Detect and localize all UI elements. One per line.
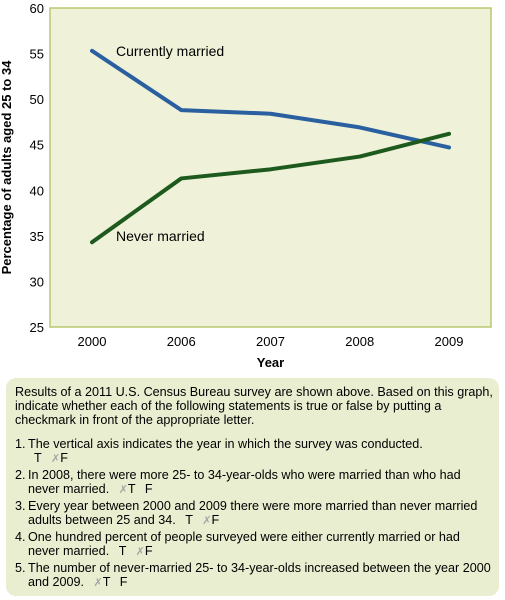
y-tick-label: 50 (30, 92, 44, 107)
quiz-item-number: 5. (15, 561, 26, 575)
x-tick-label: 2000 (78, 334, 107, 349)
quiz-item: 5. The number of never-married 25- to 34… (15, 561, 493, 590)
x-tick-label: 2007 (256, 334, 285, 349)
quiz-item-text: The number of never-married 25- to 34-ye… (28, 561, 491, 589)
quiz-item: 2. In 2008, there were more 25- to 34-ye… (15, 468, 493, 497)
check-mark-icon: ✗ (202, 515, 212, 527)
y-tick-label: 45 (30, 138, 44, 153)
series-label-never-married: Never married (116, 228, 205, 244)
false-option[interactable]: F (144, 482, 153, 496)
check-mark-icon: ✗ (135, 546, 145, 558)
x-tick-label: 2009 (435, 334, 464, 349)
true-option[interactable]: ✗T (118, 482, 136, 496)
quiz-item: 1. The vertical axis indicates the year … (15, 437, 493, 466)
quiz-item-number: 4. (15, 530, 26, 544)
x-tick-label: 2006 (167, 334, 196, 349)
false-option[interactable]: ✗F (202, 513, 220, 527)
true-option[interactable]: ✗T (93, 575, 111, 589)
false-option[interactable]: ✗F (50, 451, 68, 465)
y-tick-label: 35 (30, 229, 44, 244)
quiz-item-number: 1. (15, 437, 26, 451)
y-axis-title: Percentage of adults aged 25 to 34 (0, 60, 14, 275)
false-option[interactable]: ✗F (135, 544, 153, 558)
quiz-item-number: 2. (15, 468, 26, 482)
false-option[interactable]: F (119, 575, 128, 589)
true-option[interactable]: T (185, 513, 193, 527)
quiz-item-text: One hundred percent of people surveyed w… (28, 530, 460, 558)
x-tick-label: 2008 (345, 334, 374, 349)
quiz-item-text: In 2008, there were more 25- to 34-year-… (28, 468, 461, 496)
quiz-item: 3. Every year between 2000 and 2009 ther… (15, 499, 493, 528)
series-label-currently-married: Currently married (116, 43, 224, 59)
check-mark-icon: ✗ (93, 577, 103, 589)
quiz-list: 1. The vertical axis indicates the year … (15, 437, 493, 590)
y-tick-label: 60 (30, 1, 44, 16)
true-option[interactable]: T (34, 451, 42, 465)
check-mark-icon: ✗ (118, 484, 128, 496)
y-tick-label: 55 (30, 47, 44, 62)
chart-svg: 25 30 35 40 45 50 55 60 2000 2006 2007 2008 2009 Pe… (0, 1, 492, 370)
y-tick-label: 30 (30, 274, 44, 289)
check-mark-icon: ✗ (50, 453, 61, 465)
x-axis-title: Year (257, 355, 284, 370)
quiz-panel: Results of a 2011 U.S. Census Bureau sur… (6, 378, 499, 596)
quiz-intro: Results of a 2011 U.S. Census Bureau sur… (15, 385, 493, 427)
true-option[interactable]: T (118, 544, 127, 558)
quiz-item: 4. One hundred percent of people surveye… (15, 530, 493, 559)
quiz-item-text: The vertical axis indicates the year in … (28, 437, 423, 451)
y-tick-label: 40 (30, 183, 44, 198)
quiz-item-text: Every year between 2000 and 2009 there w… (28, 499, 478, 527)
quiz-item-number: 3. (15, 499, 26, 513)
y-tick-label: 25 (30, 320, 44, 335)
line-chart: 25 30 35 40 45 50 55 60 2000 2006 2007 2008 2009 Pe… (0, 1, 492, 370)
